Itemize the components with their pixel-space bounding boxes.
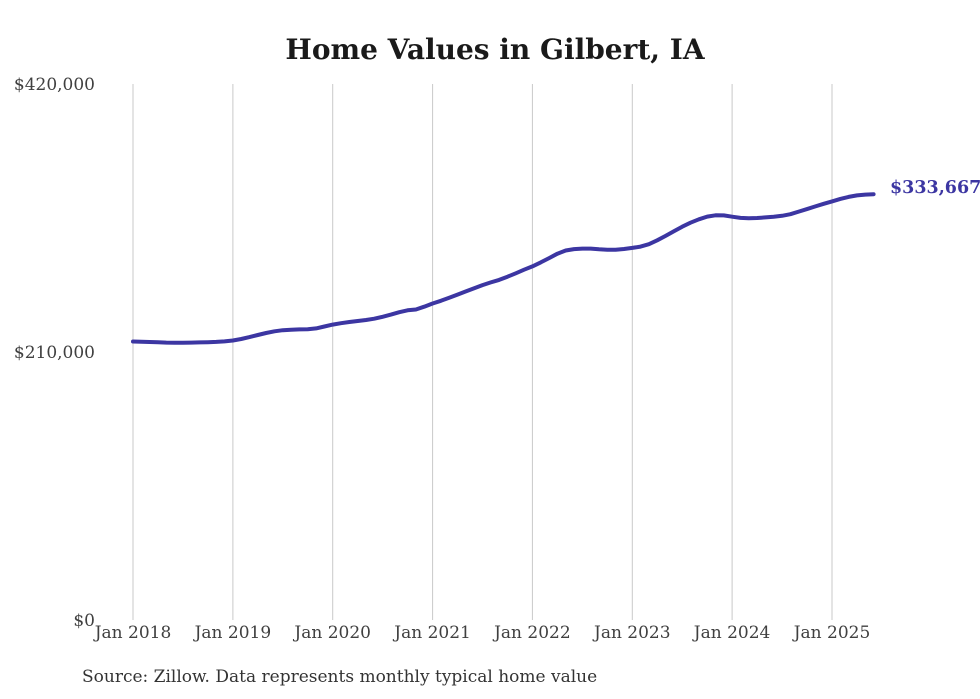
home-value-line <box>131 192 876 345</box>
y-tick-label: $0 <box>73 611 95 631</box>
y-axis-tick-labels: $0 $210,000 $420,000 <box>14 75 95 631</box>
x-tick-label: Jan 2018 <box>93 623 172 643</box>
latest-value-label: $333,667 <box>890 178 980 198</box>
x-tick-label: Jan 2025 <box>792 623 871 643</box>
source-note: Source: Zillow. Data represents monthly … <box>82 667 597 687</box>
x-tick-label: Jan 2024 <box>692 623 771 643</box>
chart-title: Home Values in Gilbert, IA <box>285 33 706 66</box>
x-tick-label: Jan 2020 <box>292 623 371 643</box>
y-tick-label: $210,000 <box>14 343 95 363</box>
x-tick-label: Jan 2021 <box>392 623 471 643</box>
x-tick-label: Jan 2023 <box>592 623 671 643</box>
x-axis-tick-labels: Jan 2018 Jan 2019 Jan 2020 Jan 2021 Jan 2022… <box>93 623 871 643</box>
y-tick-label: $420,000 <box>14 75 95 95</box>
gridlines-layer <box>132 84 833 620</box>
x-tick-label: Jan 2022 <box>492 623 571 643</box>
x-tick-label: Jan 2019 <box>193 623 272 643</box>
